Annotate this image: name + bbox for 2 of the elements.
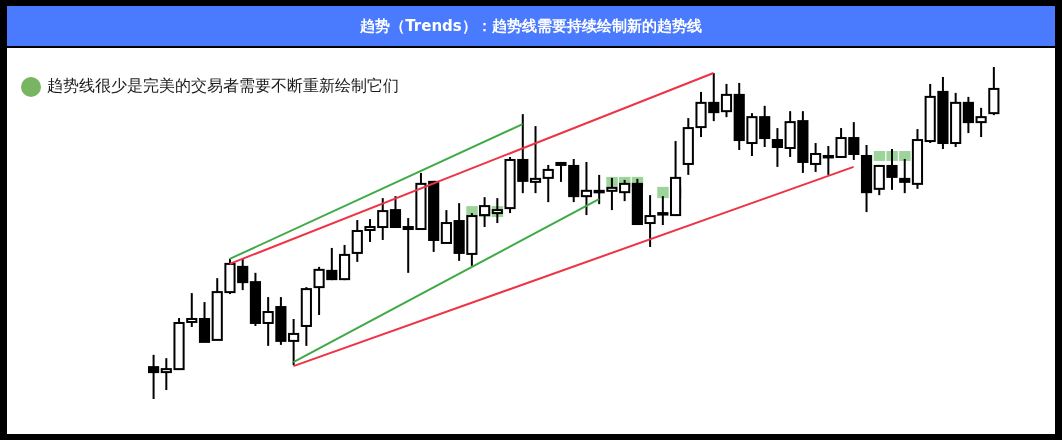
annotation: 趋势线很少是完美的交易者需要不断重新绘制它们 <box>47 76 399 97</box>
chart-title: 趋势（Trends）：趋势线需要持续绘制新的趋势线 <box>360 16 702 36</box>
